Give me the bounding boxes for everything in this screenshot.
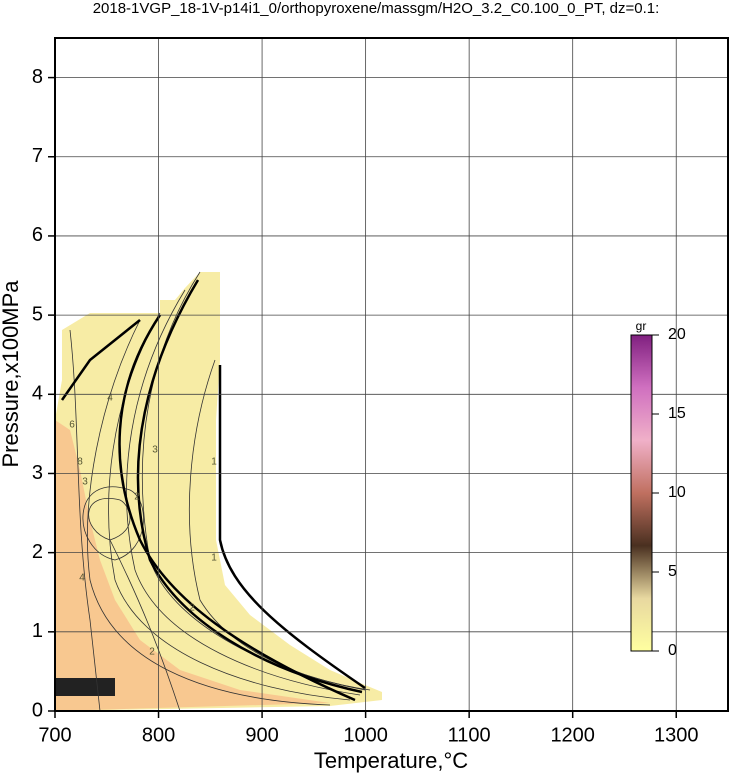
x-tick-label: 1000 — [343, 724, 388, 746]
plot-frame — [54, 37, 729, 712]
x-tick-label: 1300 — [654, 724, 699, 746]
contour-label: 1 — [211, 553, 217, 564]
contour-label: 3 — [82, 477, 88, 488]
y-tick-label: 8 — [32, 66, 43, 88]
colorbar-tick-label: 10 — [668, 484, 686, 501]
x-tick-label: 1200 — [550, 724, 595, 746]
x-tick-label: 1100 — [448, 724, 491, 746]
y-tick-label: 3 — [32, 462, 43, 484]
contour-label: 3 — [152, 445, 158, 456]
colorbar-tick-label: 5 — [668, 563, 677, 580]
field-yellow — [55, 272, 382, 711]
contour-label: 2 — [149, 647, 155, 658]
y-tick-label: 5 — [32, 303, 43, 325]
y-tick-label: 0 — [32, 699, 43, 721]
chart-title: 2018-1VGP_18-1V-p14i1_0/orthopyroxene/ma… — [93, 0, 660, 17]
field-dark — [55, 678, 115, 696]
colorbar — [630, 334, 653, 652]
contour-label: 4 — [79, 573, 85, 584]
colorbar-tick-label: 20 — [668, 326, 686, 343]
contour-bold-lines — [60, 279, 366, 702]
y-tick-label: 6 — [32, 224, 43, 246]
contour-field: 1 1 2 2 2 3 3 4 4 6 8 — [55, 271, 382, 712]
contour-label: 1 — [211, 457, 217, 468]
colorbar-label: gr — [636, 319, 647, 333]
y-tick-label: 7 — [32, 145, 43, 167]
contour-label: 2 — [189, 603, 195, 614]
y-axis-label: Pressure,x100MPa — [0, 280, 23, 468]
y-tick-label: 4 — [32, 383, 43, 405]
contour-label: 8 — [77, 457, 83, 468]
contour-label: 2 — [134, 492, 140, 503]
x-tick-label: 700 — [38, 724, 71, 746]
colorbar-tick-label: 15 — [668, 405, 686, 422]
field-orange — [55, 420, 330, 711]
y-tick-label: 2 — [32, 541, 43, 563]
x-axis-label: Temperature,°C — [314, 748, 468, 773]
contour-label: 6 — [69, 420, 75, 431]
x-tick-label: 800 — [142, 724, 175, 746]
y-tick-label: 1 — [32, 620, 43, 642]
colorbar-tick-label: 0 — [668, 642, 677, 659]
x-tick-label: 900 — [245, 724, 278, 746]
contour-label: 4 — [107, 393, 113, 404]
